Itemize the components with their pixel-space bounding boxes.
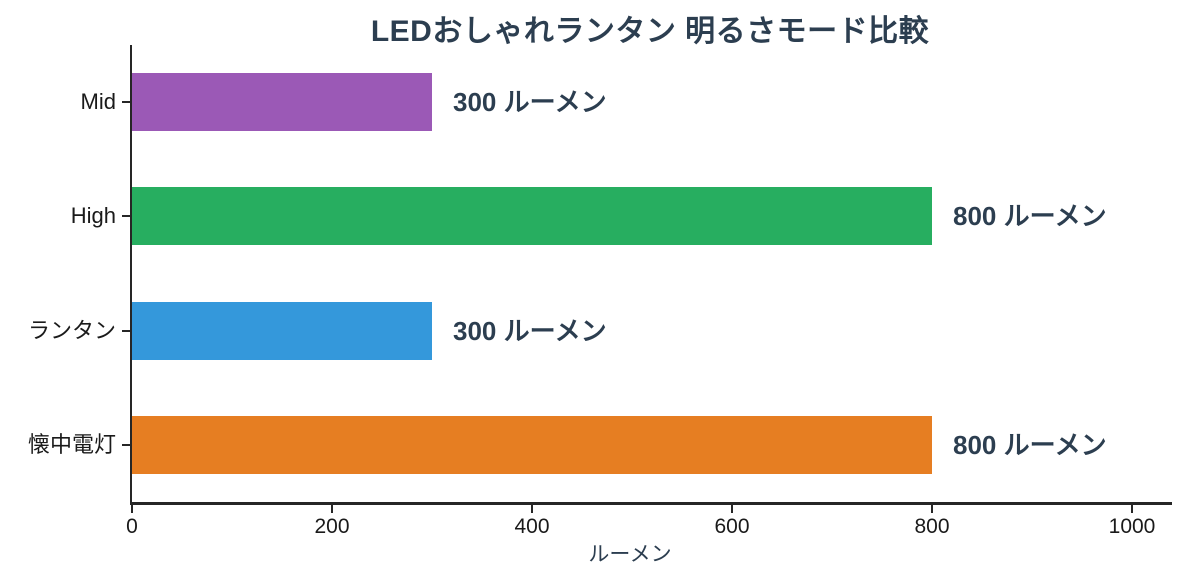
category-label: ランタン [27,317,116,343]
bar [132,187,932,246]
value-label: 800 ルーメン [953,201,1107,232]
x-tick-label: 600 [714,515,750,538]
x-tick [931,505,933,513]
plot-area: Mid 300 ルーメン High 800 ルーメン ランタン 300 ルーメン 懐中電灯 8… [28,45,1172,538]
x-tick [1131,505,1133,513]
x-tick [731,505,733,513]
x-axis-label: ルーメン [588,543,672,566]
value-label: 300 ルーメン [453,87,607,118]
x-tick-label: 0 [126,515,138,538]
value-label: 300 ルーメン [453,315,607,346]
bar [132,415,932,474]
category-label: High [70,203,116,229]
y-tick [122,329,130,332]
category-label: 懐中電灯 [27,431,116,457]
y-tick [122,101,130,104]
chart-title: LEDおしゃれランタン 明るさモード比較 [370,15,930,48]
x-tick-label: 400 [514,515,550,538]
x-tick-label: 200 [314,515,350,538]
y-tick [122,443,130,446]
x-tick [331,505,333,513]
value-label: 800 ルーメン [953,429,1107,460]
x-tick [131,505,133,513]
x-tick [531,505,533,513]
x-tick-label: 1000 [1108,515,1156,538]
category-label: Mid [80,89,116,115]
bar [132,301,432,360]
y-tick [122,215,130,218]
x-tick-label: 800 [914,515,950,538]
bar [132,73,432,132]
